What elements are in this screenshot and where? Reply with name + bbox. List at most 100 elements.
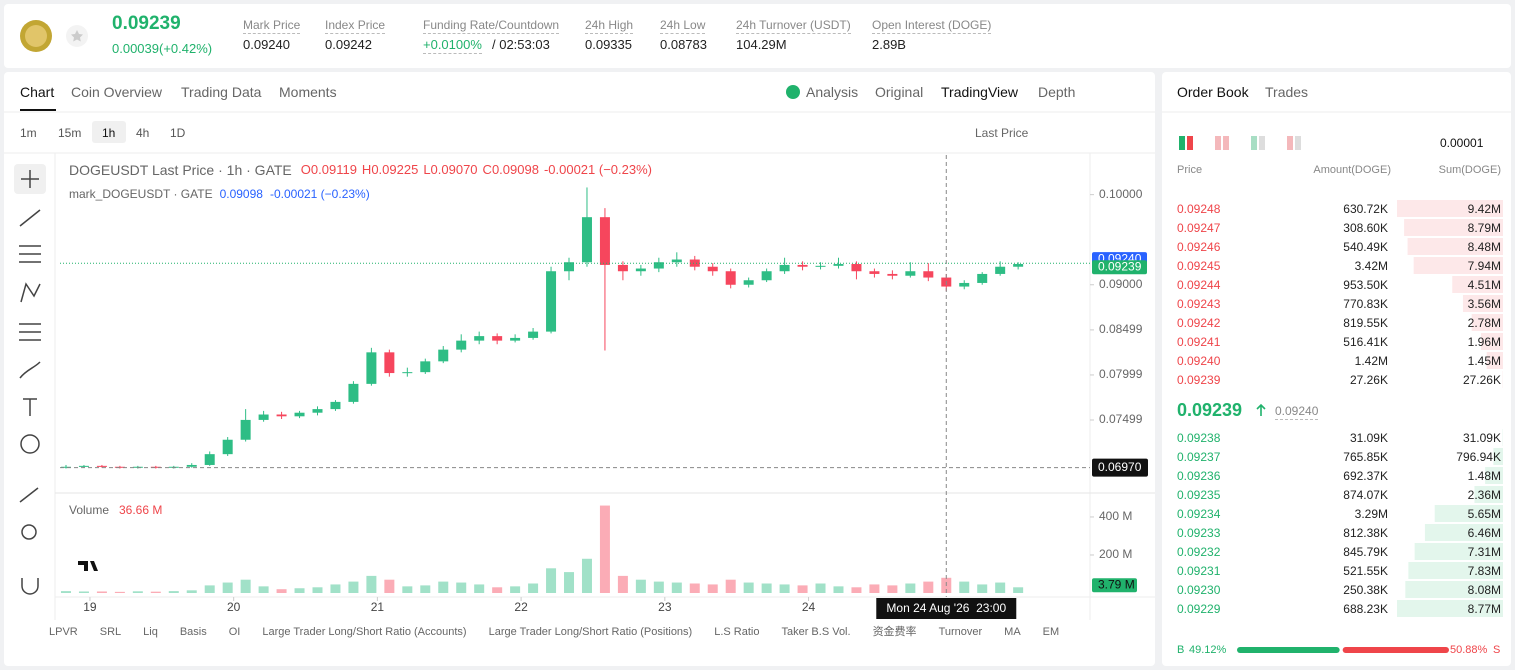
candle-body: [671, 259, 682, 263]
ob-amount: 812.38K: [1343, 526, 1388, 540]
indicator[interactable]: Liq: [143, 626, 158, 638]
indicator[interactable]: EMA: [1042, 626, 1059, 638]
ohlc-value: 0.09070: [430, 162, 478, 177]
indicator[interactable]: Basis: [179, 626, 207, 638]
ob-tab[interactable]: Order Book: [1177, 84, 1249, 100]
view-tab[interactable]: Original: [875, 84, 924, 100]
ob-amount: 521.55K: [1343, 564, 1388, 578]
chart-card: [4, 72, 1155, 666]
stat-value: 0.09242: [325, 37, 372, 52]
volume-bar: [78, 591, 89, 593]
candle-body: [564, 262, 575, 272]
volume-bar: [384, 579, 395, 593]
depth-bar: [1493, 448, 1503, 465]
timeframe[interactable]: 1h: [102, 126, 116, 140]
ob-sum: 6.46M: [1467, 526, 1501, 540]
volume-bar: [60, 591, 71, 593]
volume-bar: [420, 585, 431, 593]
view-tab[interactable]: Analysis: [806, 84, 859, 100]
ob-amount: 540.49K: [1343, 240, 1388, 254]
tab[interactable]: Trading Data: [181, 84, 262, 100]
indicator[interactable]: L.S Ratio: [714, 626, 760, 638]
tab[interactable]: Coin Overview: [71, 84, 163, 100]
volume-bar: [869, 584, 880, 593]
x-tick-label: 19: [83, 600, 97, 614]
volume-bar: [204, 585, 215, 593]
candle-body: [384, 352, 395, 374]
tab[interactable]: Moments: [279, 84, 337, 100]
indicator[interactable]: MA: [1004, 626, 1021, 638]
volume-bar: [438, 581, 449, 593]
view-tab[interactable]: TradingView: [941, 84, 1019, 100]
ob-amount: 630.72K: [1343, 202, 1388, 216]
volume-bar: [492, 587, 503, 593]
legend-change: -0.00021 (−0.23%): [543, 162, 652, 177]
ob-sum: 5.65M: [1467, 507, 1501, 521]
indicator[interactable]: Large Trader Long/Short Ratio (Accounts): [262, 626, 467, 638]
crosshair-y-tag: [1092, 458, 1148, 477]
candle-body: [528, 331, 539, 338]
depth-bar: [1397, 600, 1503, 617]
ob-price: 0.09233: [1177, 526, 1221, 540]
indicator[interactable]: 资金费率: [872, 626, 917, 638]
ob-price: 0.09236: [1177, 469, 1221, 483]
candle-body: [1013, 264, 1024, 267]
ob-price: 0.09230: [1177, 583, 1221, 597]
ob-amount: 765.85K: [1343, 450, 1388, 464]
stat-label: Mark Price: [243, 18, 301, 34]
indicator[interactable]: SRL: [99, 626, 122, 638]
tab[interactable]: Chart: [20, 84, 55, 100]
candle-body: [456, 340, 467, 350]
view-tab[interactable]: Depth: [1038, 84, 1076, 100]
active-timeframe: [92, 121, 126, 143]
indicator[interactable]: Taker B.S Vol.: [781, 626, 851, 638]
ob-price: 0.09229: [1177, 602, 1221, 616]
ob-price: 0.09244: [1177, 278, 1221, 292]
volume-bar: [653, 581, 664, 593]
volume-bar: [617, 575, 628, 593]
timeframe[interactable]: 15m: [58, 126, 82, 140]
depth-bar: [1404, 219, 1503, 236]
volume-bar: [168, 591, 179, 593]
ohlc-label: H: [361, 162, 372, 177]
ob-sum: 7.94M: [1467, 259, 1501, 273]
ob-amount: 845.79K: [1343, 545, 1388, 559]
ob-price: 0.09248: [1177, 202, 1221, 216]
crosshair-y-label: 0.06970: [1098, 460, 1142, 474]
mark-change: -0.00021 (−0.23%): [269, 187, 370, 201]
ohlc-label: C: [482, 162, 492, 177]
volume-bar: [528, 583, 539, 593]
indicator[interactable]: LPVR: [49, 626, 78, 638]
depth-bar: [1452, 276, 1503, 293]
candle-body: [743, 280, 754, 285]
col-price: Price: [1177, 164, 1203, 176]
precision[interactable]: 0.00001: [1440, 136, 1484, 150]
depth-bar: [1408, 562, 1503, 579]
candle-body: [779, 264, 790, 272]
x-tick-label: 21: [371, 600, 385, 614]
ohlc-value: 0.09225: [371, 162, 419, 177]
candle-body: [869, 271, 880, 274]
indicator[interactable]: Turnover: [938, 626, 983, 638]
timeframe[interactable]: 1m: [20, 126, 37, 140]
ob-tab[interactable]: Trades: [1265, 84, 1309, 100]
price-tag-label: 0.09239: [1098, 259, 1142, 273]
timeframe[interactable]: 4h: [136, 126, 150, 140]
indicator[interactable]: Large Trader Long/Short Ratio (Positions…: [488, 626, 693, 638]
volume-bar: [402, 586, 413, 593]
ob-amount: 819.55K: [1343, 316, 1388, 330]
indicator[interactable]: OI: [228, 626, 241, 638]
volume-value: 36.66 M: [119, 503, 163, 517]
crosshair-x-tag: [876, 598, 1017, 619]
price-source[interactable]: Last Price: [975, 126, 1029, 140]
depth-bar: [1405, 581, 1503, 598]
timeframe[interactable]: 1D: [170, 126, 186, 140]
candle-body: [240, 419, 251, 440]
ob-sum: 2.36M: [1467, 488, 1501, 502]
indicator-bar: LPVR SRL Liq Basis OI Large Trader Long/Short…: [49, 624, 1059, 640]
depth-bar: [1434, 505, 1503, 522]
candle-body: [186, 464, 197, 467]
volume-bar: [546, 568, 557, 593]
candle-body: [96, 465, 107, 467]
ob-price: 0.09232: [1177, 545, 1221, 559]
